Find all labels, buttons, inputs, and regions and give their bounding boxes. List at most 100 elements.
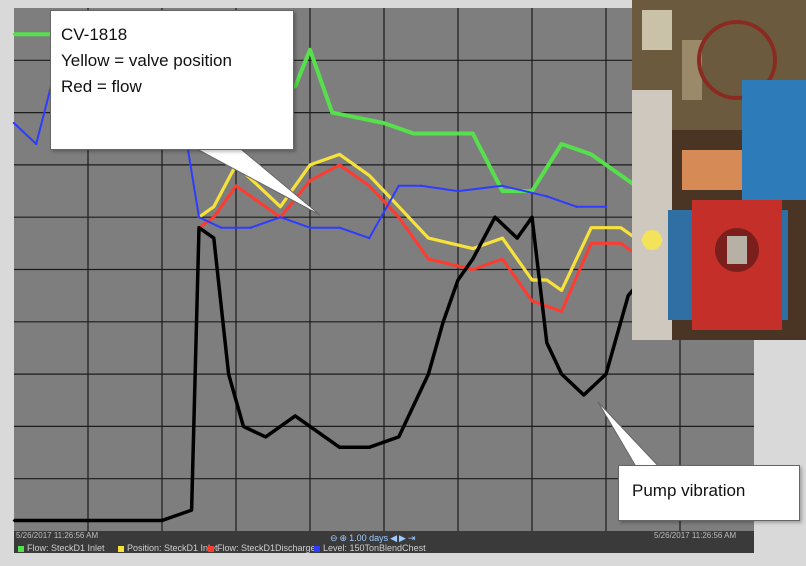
nav-end-icon[interactable]: ⇥ <box>407 533 416 543</box>
series-2-point-16 <box>619 226 622 229</box>
nav-forward-icon[interactable]: ▶ <box>399 533 406 543</box>
series-4-point-14 <box>397 184 400 188</box>
series-5-point-7 <box>212 236 215 240</box>
series-3-point-10 <box>471 268 474 271</box>
series-5-point-23 <box>545 341 548 344</box>
series-5-point-2 <box>101 519 105 522</box>
series-3-point-6 <box>338 163 341 167</box>
series-4-point-11 <box>308 226 312 229</box>
series-5-point-19 <box>471 257 474 261</box>
series-5-point-24 <box>560 372 563 376</box>
zoom-out-icon[interactable]: ⊖ <box>330 533 338 543</box>
series-4-point-17 <box>501 184 504 188</box>
legend-swatch-yellow <box>118 545 124 552</box>
series-5-point-0 <box>12 519 16 522</box>
series-3-point-3 <box>257 200 260 203</box>
series-3-point-2 <box>234 184 238 188</box>
series-5-point-9 <box>242 425 245 428</box>
series-1-point-5 <box>331 111 334 114</box>
series-5-point-13 <box>338 446 341 449</box>
legend-label: Level: 150TonBlendChest <box>323 543 426 553</box>
series-2-point-10 <box>471 247 474 250</box>
series-2-point-12 <box>530 278 534 282</box>
series-5-point-12 <box>308 425 312 428</box>
series-4-point-15 <box>419 184 423 188</box>
series-5-point-20 <box>493 216 497 219</box>
series-line-3 <box>198 163 667 313</box>
series-1-point-7 <box>412 132 415 135</box>
time-start: 5/26/2017 11:26:56 AM <box>16 531 99 540</box>
legend-label: Position: SteckD1 Inlet <box>127 543 218 553</box>
legend-swatch-green <box>18 545 24 552</box>
series-5-point-18 <box>456 278 460 282</box>
series-1-point-8 <box>471 132 474 135</box>
series-5-point-21 <box>516 236 519 240</box>
series-5-point-14 <box>368 446 371 449</box>
series-4-point-10 <box>279 216 282 219</box>
legend-label: Flow: SteckD1Discharge <box>217 543 316 553</box>
pump-photo-icon <box>632 0 806 340</box>
series-4-point-20 <box>604 205 608 208</box>
series-3-point-8 <box>397 216 400 219</box>
series-4-point-12 <box>338 226 341 229</box>
legend-item-flow-discharge[interactable]: Flow: SteckD1Discharge <box>208 543 316 553</box>
pump-photo <box>632 0 806 340</box>
series-3-point-9 <box>427 257 430 261</box>
time-end: 5/26/2017 11:26:56 AM <box>654 531 737 540</box>
series-1-point-12 <box>590 153 593 156</box>
series-5-point-5 <box>190 508 193 512</box>
series-2-point-3 <box>257 184 260 188</box>
legend-item-flow-inlet[interactable]: Flow: SteckD1 Inlet <box>18 543 105 553</box>
series-2-point-1 <box>212 205 215 208</box>
series-2-point-15 <box>590 226 593 229</box>
zoom-in-icon[interactable]: ⊕ <box>339 533 348 543</box>
series-4-point-0 <box>12 121 16 125</box>
legend-swatch-blue <box>314 545 320 552</box>
series-3-point-15 <box>619 242 622 245</box>
series-1-point-3 <box>294 85 297 88</box>
callout-red-note: Red = flow <box>61 77 142 96</box>
series-2-point-6 <box>338 153 341 156</box>
nav-back-icon[interactable]: ◀ <box>390 533 398 543</box>
series-2-point-8 <box>397 205 400 208</box>
series-3-point-7 <box>368 184 371 188</box>
series-5-point-16 <box>427 372 430 376</box>
series-3-point-13 <box>560 310 563 313</box>
series-5-point-22 <box>530 216 534 219</box>
legend-item-level-chest[interactable]: Level: 150TonBlendChest <box>314 543 426 553</box>
legend-label: Flow: SteckD1 Inlet <box>27 543 105 553</box>
callout-yellow-note: Yellow = valve position <box>61 51 232 70</box>
legend-item-position-inlet[interactable]: Position: SteckD1 Inlet <box>118 543 218 553</box>
series-1-point-4 <box>308 48 312 52</box>
series-1-point-0 <box>12 32 16 36</box>
legend-bar: 5/26/2017 11:26:56 AM 5/26/2017 11:26:56… <box>14 531 754 553</box>
series-2-point-9 <box>427 236 430 240</box>
series-3-point-11 <box>501 257 504 261</box>
series-5-point-26 <box>604 372 608 376</box>
callout-vibration-label: Pump vibration <box>632 481 746 500</box>
series-1-point-9 <box>501 189 504 193</box>
series-2-point-11 <box>501 236 504 240</box>
series-2-point-5 <box>308 163 312 167</box>
series-4-point-8 <box>220 226 223 229</box>
series-3-point-12 <box>530 299 534 303</box>
series-3-point-1 <box>212 216 215 219</box>
callout-cv-1818: CV-1818 Yellow = valve position Red = fl… <box>50 10 294 150</box>
time-span[interactable]: 1.00 days <box>349 533 389 543</box>
series-line-5 <box>14 215 682 523</box>
time-nav-controls: ⊖ ⊕ 1.00 days ◀ ▶ ⇥ <box>330 533 418 544</box>
series-5-point-17 <box>442 320 445 323</box>
series-3-point-5 <box>308 179 312 182</box>
series-5-point-6 <box>197 226 201 229</box>
callout-pump-vibration: Pump vibration <box>618 465 800 521</box>
series-1-point-6 <box>382 121 386 125</box>
series-5-point-1 <box>72 519 75 522</box>
series-5-point-11 <box>294 414 297 418</box>
series-1-point-11 <box>560 142 563 146</box>
series-2-point-14 <box>560 289 563 292</box>
series-4-point-13 <box>368 236 371 240</box>
series-2-point-13 <box>545 278 548 282</box>
series-4-point-7 <box>197 216 201 219</box>
series-5-point-8 <box>227 372 230 376</box>
legend-swatch-red <box>208 545 214 552</box>
